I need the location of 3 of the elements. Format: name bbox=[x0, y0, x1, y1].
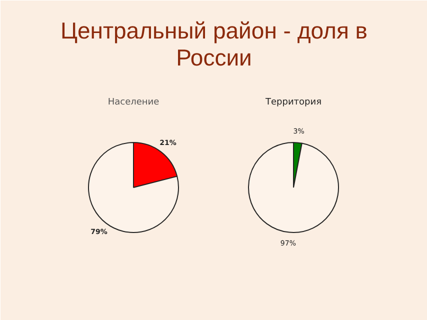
text: Центральный район - доля в России bbox=[60, 18, 368, 70]
chart-title: Территория bbox=[264, 98, 322, 108]
chart-title: Население bbox=[108, 98, 160, 108]
